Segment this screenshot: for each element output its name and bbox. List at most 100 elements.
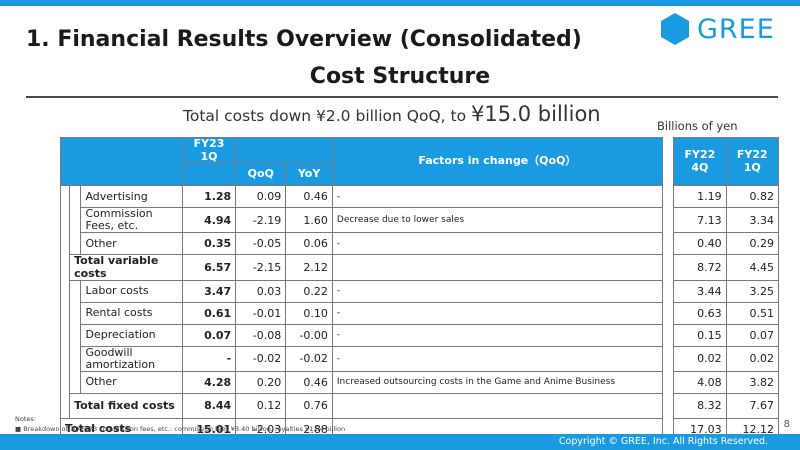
separator-cell xyxy=(661,254,675,281)
row-label: Total fixed costs xyxy=(69,392,183,419)
headline-value: ¥15.0 billion xyxy=(471,102,601,126)
notes-title: Notes: xyxy=(15,415,36,423)
indent-cell xyxy=(59,185,71,255)
cell-qoq: -0.05 xyxy=(235,232,287,256)
cell-fy22-4q: 8.72 xyxy=(673,254,727,281)
separator-cell xyxy=(661,371,675,394)
row-label: Goodwill amortization xyxy=(80,345,183,372)
cell-fy23-1q: 4.28 xyxy=(181,370,237,394)
copyright: Copyright © GREE, Inc. All Rights Reserv… xyxy=(558,436,768,447)
separator-cell xyxy=(661,324,675,347)
separator-cell xyxy=(661,346,675,372)
header-fy23-1q: FY23 1Q xyxy=(181,136,237,165)
cell-yoy: 0.06 xyxy=(285,232,333,256)
headline-prefix: Total costs down ¥2.0 billion QoQ, to xyxy=(183,107,471,125)
separator-cell xyxy=(661,232,675,255)
table-row: Labor costs 3.47 0.03 0.22 - 3.44 3.25 xyxy=(59,279,780,394)
cost-structure-table: FY23 1Q Factors in change（QoQ） FY22 4Q F… xyxy=(59,136,780,441)
header-blank-top xyxy=(235,136,333,165)
cell-fy23-1q: 1.28 xyxy=(181,185,237,209)
total-row: Total variable costs 6.57 -2.15 2.12 8.7… xyxy=(59,254,780,281)
total-row: Total fixed costs 8.44 0.12 0.76 8.32 7.… xyxy=(59,392,780,419)
indent-cell xyxy=(59,254,71,281)
cell-yoy: 0.46 xyxy=(285,185,333,209)
cell-fy22-1q: 3.82 xyxy=(725,370,780,394)
cell-fy22-1q: 0.51 xyxy=(725,301,780,325)
header-fy22-1q: FY22 1Q xyxy=(725,136,780,187)
cell-yoy: -0.02 xyxy=(285,345,333,372)
cell-qoq: -0.01 xyxy=(235,301,287,325)
cell-yoy: 1.60 xyxy=(285,207,333,234)
page-title: 1. Financial Results Overview (Consolida… xyxy=(26,27,582,52)
cell-qoq: 0.09 xyxy=(235,185,287,209)
cell-factor xyxy=(331,254,663,281)
cell-qoq: -0.08 xyxy=(235,323,287,347)
header-row: FY23 1Q Factors in change（QoQ） FY22 4Q F… xyxy=(60,136,780,187)
header-blank-under-fy23 xyxy=(181,163,237,187)
cell-fy22-1q: 0.82 xyxy=(725,185,780,209)
section-title: Cost Structure xyxy=(309,64,491,89)
cell-qoq: -0.02 xyxy=(235,345,287,372)
notes: Notes: ■ Breakdown of 1Q FY23 commission… xyxy=(15,415,345,435)
indent-cell xyxy=(69,185,82,255)
title-divider xyxy=(26,96,778,98)
cell-yoy: 0.10 xyxy=(285,301,333,325)
cell-fy23-1q: 0.07 xyxy=(181,323,237,347)
cell-fy22-1q: 7.67 xyxy=(725,392,780,419)
header-factors: Factors in change（QoQ） xyxy=(331,136,663,187)
logo-text: GREE xyxy=(697,13,775,45)
cell-factor: - xyxy=(331,279,663,303)
cell-fy22-1q: 3.34 xyxy=(725,207,780,234)
units-label: Billions of yen xyxy=(657,119,738,133)
cell-qoq: -2.15 xyxy=(235,254,287,281)
cell-yoy: 2.12 xyxy=(285,254,333,281)
row-label: Advertising xyxy=(80,185,183,209)
cell-fy23-1q: 8.44 xyxy=(181,392,237,419)
cell-yoy: 0.46 xyxy=(285,370,333,394)
table-row: Commission Fees, etc. 4.94 -2.19 1.60 De… xyxy=(61,207,780,234)
cell-factor: Increased outsourcing costs in the Game … xyxy=(331,370,663,394)
cell-fy22-1q: 0.29 xyxy=(725,232,780,256)
separator-cell xyxy=(661,302,675,325)
cell-fy22-4q: 0.40 xyxy=(673,232,727,256)
table-row: Goodwill amortization - -0.02 -0.02 - 0.… xyxy=(61,345,780,372)
indent-cell xyxy=(59,393,71,419)
row-label: Depreciation xyxy=(80,323,183,347)
cell-fy22-4q: 8.32 xyxy=(673,392,727,419)
cell-factor: - xyxy=(331,232,663,256)
cell-fy23-1q: - xyxy=(181,345,237,372)
row-label: Commission Fees, etc. xyxy=(80,207,183,234)
table-row: Rental costs 0.61 -0.01 0.10 - 0.63 0.51 xyxy=(61,301,780,325)
header-blank xyxy=(60,136,183,187)
cell-factor: - xyxy=(331,185,663,209)
row-label: Other xyxy=(80,370,183,394)
cell-factor: - xyxy=(331,345,663,372)
cell-fy23-1q: 0.35 xyxy=(181,232,237,256)
cell-fy23-1q: 3.47 xyxy=(181,279,237,303)
table-row: Depreciation 0.07 -0.08 -0.00 - 0.15 0.0… xyxy=(61,323,780,347)
cell-fy22-4q: 0.15 xyxy=(673,323,727,347)
footer-bar: Copyright © GREE, Inc. All Rights Reserv… xyxy=(0,434,800,450)
headline: Total costs down ¥2.0 billion QoQ, to ¥1… xyxy=(183,102,601,126)
cell-qoq: 0.12 xyxy=(235,392,287,419)
page-number: 8 xyxy=(783,419,790,430)
indent-cell xyxy=(69,280,82,394)
header-yoy: YoY xyxy=(285,163,333,187)
cell-qoq: -2.19 xyxy=(235,207,287,234)
table-row: Other 0.35 -0.05 0.06 - 0.40 0.29 xyxy=(61,232,780,256)
cell-fy22-4q: 1.19 xyxy=(673,185,727,209)
separator-cell xyxy=(661,280,675,303)
indent-cell xyxy=(59,280,71,394)
cell-fy22-1q: 0.02 xyxy=(725,345,780,372)
note-item: ■ Breakdown of 1Q FY23 commission fees, … xyxy=(15,424,346,433)
top-accent-bar xyxy=(0,0,800,6)
cell-fy23-1q: 0.61 xyxy=(181,301,237,325)
note-text: Breakdown of 1Q FY23 commission fees, et… xyxy=(23,424,346,433)
header-fy22-4q: FY22 4Q xyxy=(673,136,727,187)
row-label: Total variable costs xyxy=(69,254,183,281)
cell-fy22-1q: 3.25 xyxy=(725,279,780,303)
cell-factor: - xyxy=(331,301,663,325)
cell-factor xyxy=(331,392,663,419)
cell-fy22-4q: 4.08 xyxy=(673,370,727,394)
cell-qoq: 0.20 xyxy=(235,370,287,394)
